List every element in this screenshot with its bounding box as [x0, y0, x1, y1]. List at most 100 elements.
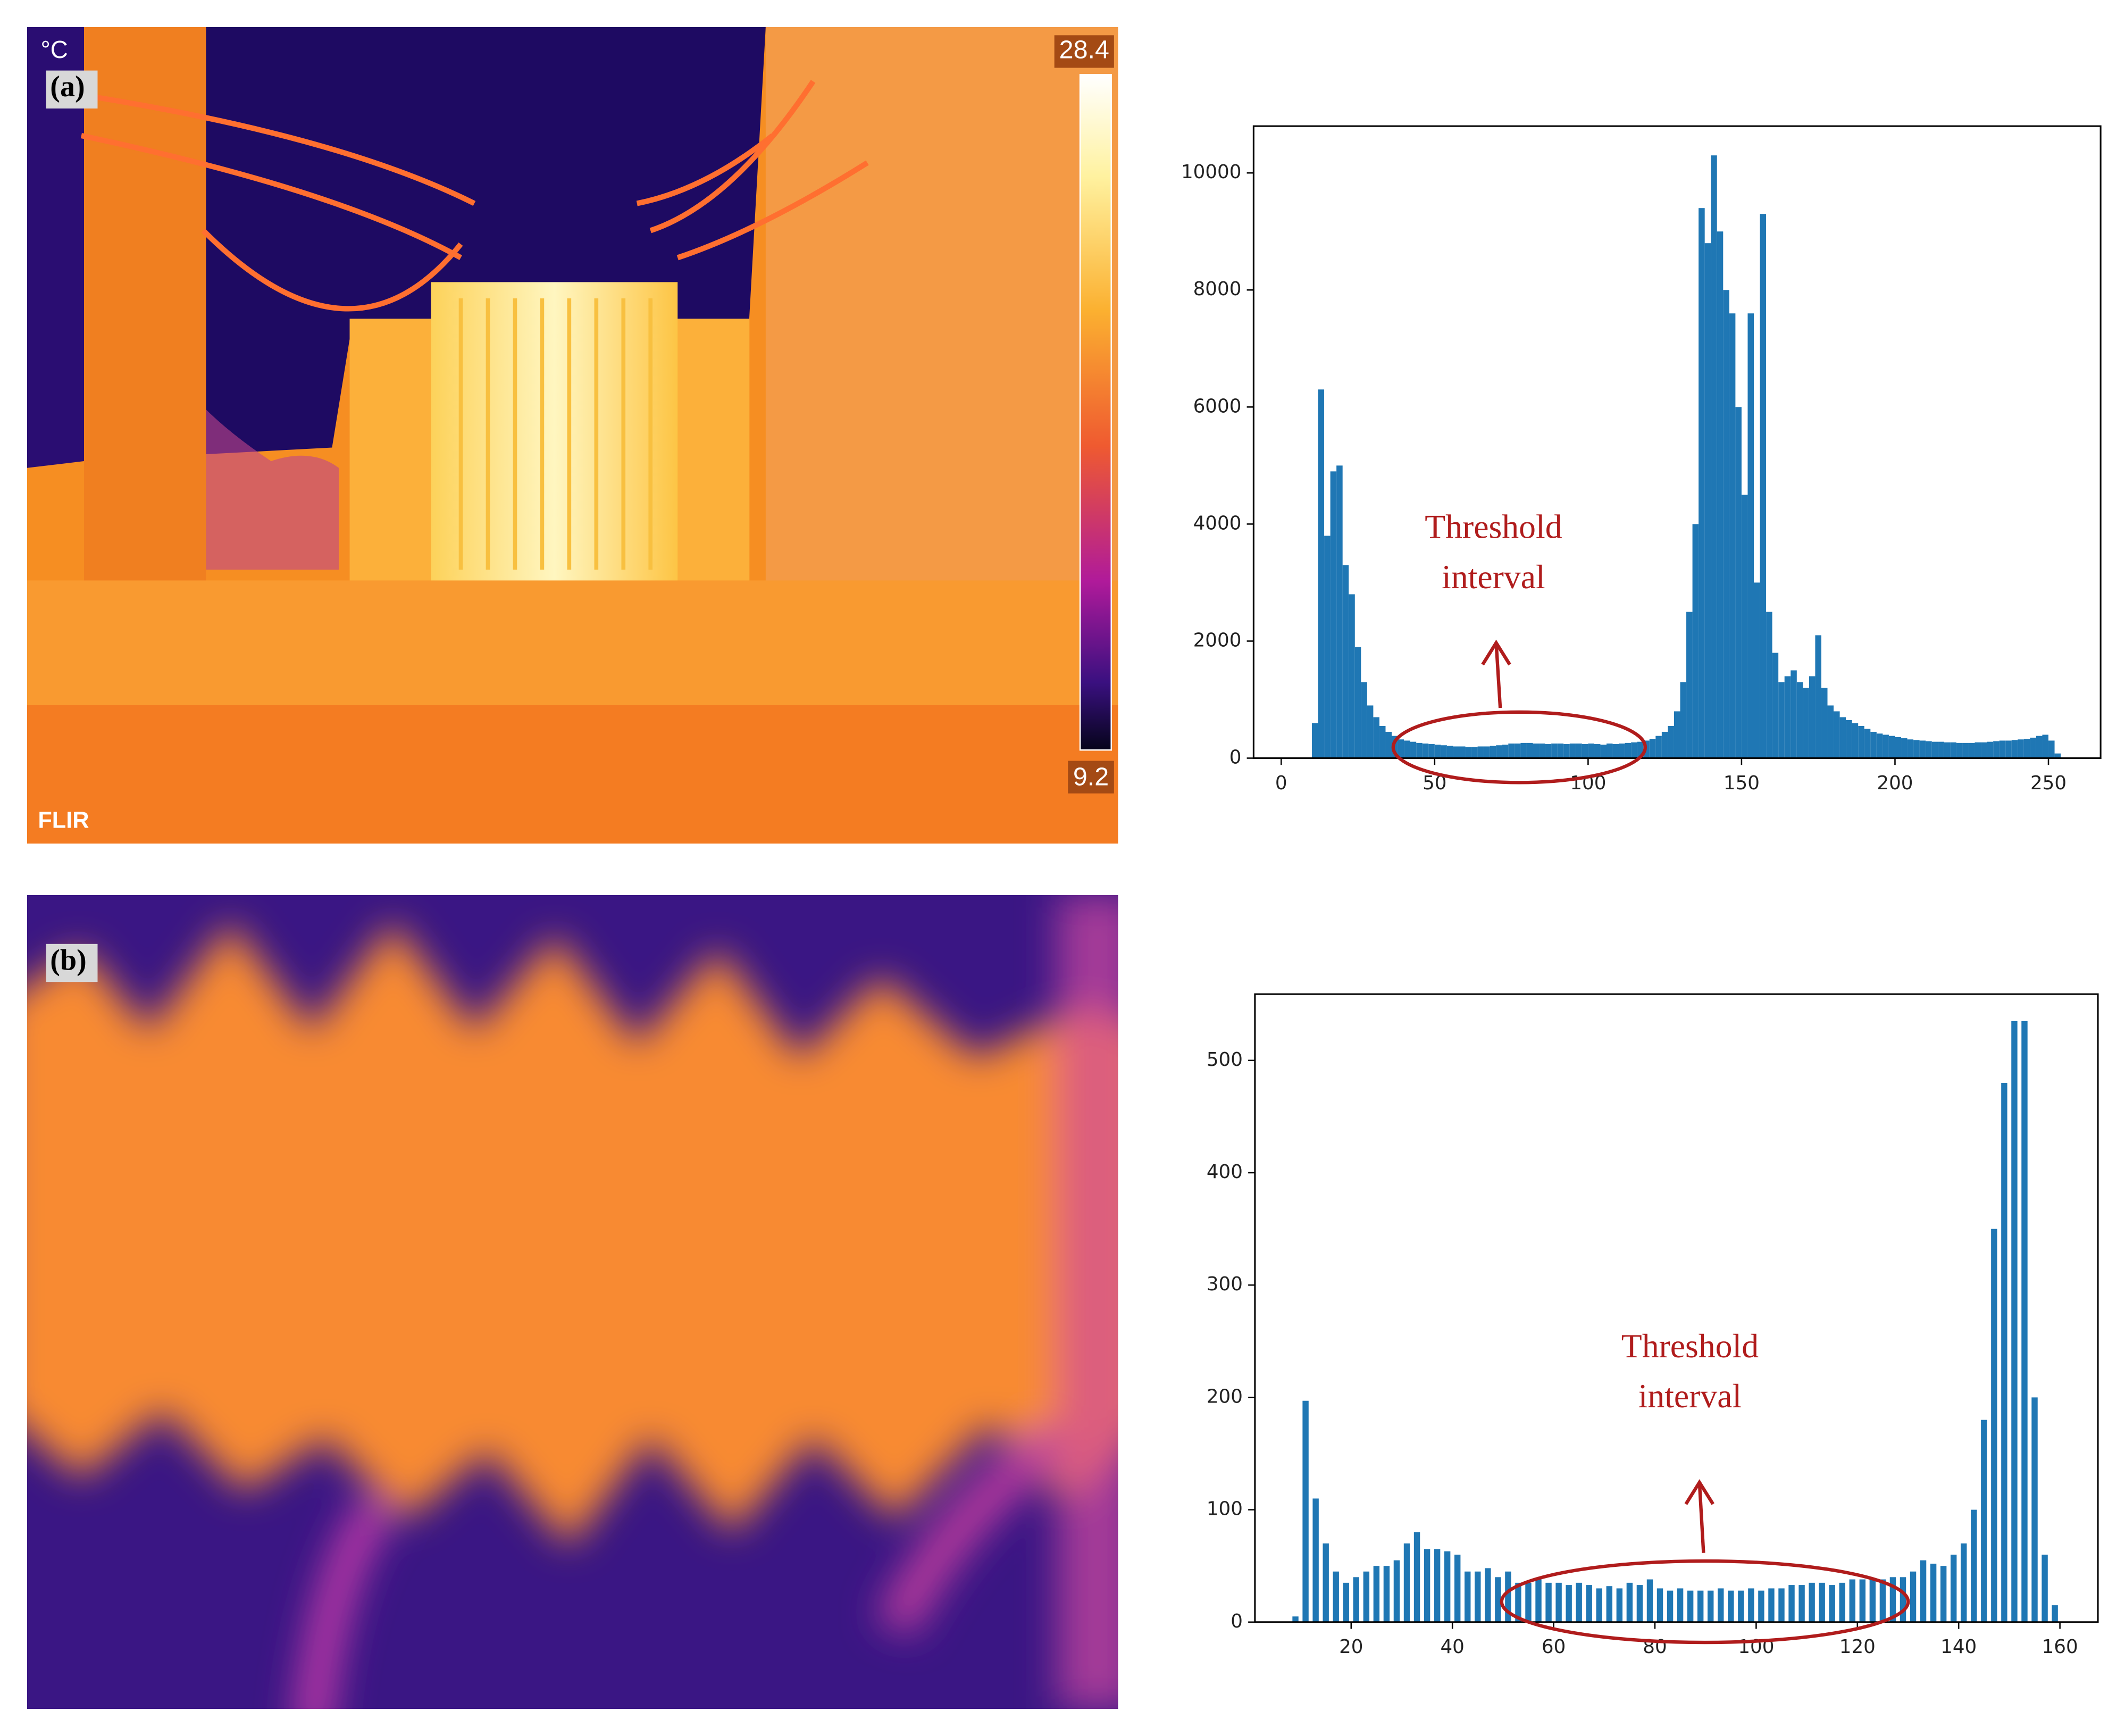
bar [1404, 740, 1410, 758]
bar [1760, 214, 1767, 758]
plot-frame [1252, 125, 2102, 759]
bar [1961, 1543, 1967, 1622]
bar [1858, 725, 1864, 758]
bar [1318, 389, 1325, 758]
bar [1987, 741, 1994, 758]
bar [1569, 743, 1576, 758]
bar [1410, 741, 1417, 758]
bar [1829, 1585, 1835, 1622]
bar [1655, 736, 1662, 758]
annotation: Threshold [1621, 1327, 1759, 1365]
bar [1383, 1566, 1390, 1622]
bar [1292, 1616, 1299, 1622]
bar [1668, 725, 1674, 758]
bar [1926, 741, 1932, 758]
bar [1834, 711, 1840, 758]
bar [1991, 1229, 1997, 1622]
scale-max: 28.4 [1059, 36, 1109, 64]
bar [1849, 1579, 1856, 1622]
bar [1859, 1579, 1866, 1622]
bar [1784, 676, 1791, 758]
bar [1999, 740, 2006, 758]
panel-label: (a) [50, 70, 85, 103]
bar [1846, 720, 1852, 758]
bar [1416, 742, 1423, 758]
y-tick-label: 100 [1207, 1498, 1243, 1520]
bar [2011, 1021, 2018, 1622]
bar [1441, 745, 1447, 758]
panel-label: (b) [50, 944, 87, 976]
plot-frame [1254, 993, 2099, 1623]
bar [1699, 208, 1705, 758]
bar [1514, 743, 1521, 758]
bar [1535, 1579, 1542, 1622]
bar [1367, 705, 1374, 758]
bar [1496, 745, 1502, 758]
thermal-image-b [27, 895, 1118, 1709]
x-tick-label: 140 [1940, 1636, 1977, 1658]
bar [1484, 746, 1490, 758]
bar [1616, 1588, 1623, 1622]
bar [1465, 1571, 1471, 1622]
bar [1428, 744, 1435, 758]
bar [1864, 729, 1871, 758]
y-tick-label: 4000 [1193, 512, 1242, 534]
bar [1333, 1571, 1339, 1622]
bar [1747, 313, 1754, 758]
arrow-head [1684, 1479, 1714, 1505]
bar [1373, 717, 1379, 758]
bar [1931, 741, 1938, 758]
bar [1687, 1590, 1694, 1622]
annotation: interval [1638, 1377, 1742, 1415]
y-tick-label: 400 [1207, 1161, 1243, 1183]
bar [1686, 612, 1693, 758]
bar [1343, 1582, 1349, 1622]
bar [1809, 676, 1816, 758]
bar [1311, 723, 1318, 758]
bar [1555, 1582, 1562, 1622]
bar [1393, 1560, 1400, 1622]
bar [1453, 746, 1459, 758]
y-tick-label: 2000 [1193, 629, 1242, 651]
bar [1718, 1588, 1724, 1622]
bar [1907, 739, 1914, 758]
bar [1434, 745, 1441, 758]
bar [1533, 743, 1540, 758]
bar [1677, 1588, 1684, 1622]
bar [1539, 743, 1545, 758]
bar [1403, 1543, 1410, 1622]
bar [1772, 653, 1779, 758]
bar [1336, 465, 1343, 758]
bar [1815, 635, 1821, 758]
bar [1631, 742, 1637, 758]
bar [1766, 612, 1772, 758]
bar [1576, 743, 1582, 758]
y-tick-label: 0 [1229, 746, 1242, 768]
y-tick-label: 0 [1231, 1610, 1243, 1632]
bar [1330, 471, 1337, 758]
annotation: interval [1442, 558, 1545, 596]
y-tick-label: 6000 [1193, 395, 1242, 417]
bar [2052, 1605, 2058, 1622]
bar [1803, 688, 1809, 758]
bar [1361, 682, 1367, 758]
bar [1692, 524, 1699, 758]
bar [1968, 742, 1975, 758]
bar [2023, 739, 2030, 758]
bar [2018, 739, 2024, 758]
bar [1545, 744, 1552, 758]
bar [1895, 737, 1902, 758]
bar [1600, 745, 1607, 758]
bar [1495, 1577, 1501, 1622]
bar [1459, 746, 1466, 758]
bar [1363, 1571, 1370, 1622]
bar [1302, 1400, 1309, 1622]
bar [1920, 1560, 1927, 1622]
bar [1674, 711, 1680, 758]
bar [1758, 1590, 1764, 1622]
bar [2042, 735, 2049, 758]
bar [1446, 746, 1453, 758]
bar [1888, 736, 1895, 758]
bar [1606, 1586, 1613, 1622]
bar [1657, 1588, 1663, 1622]
